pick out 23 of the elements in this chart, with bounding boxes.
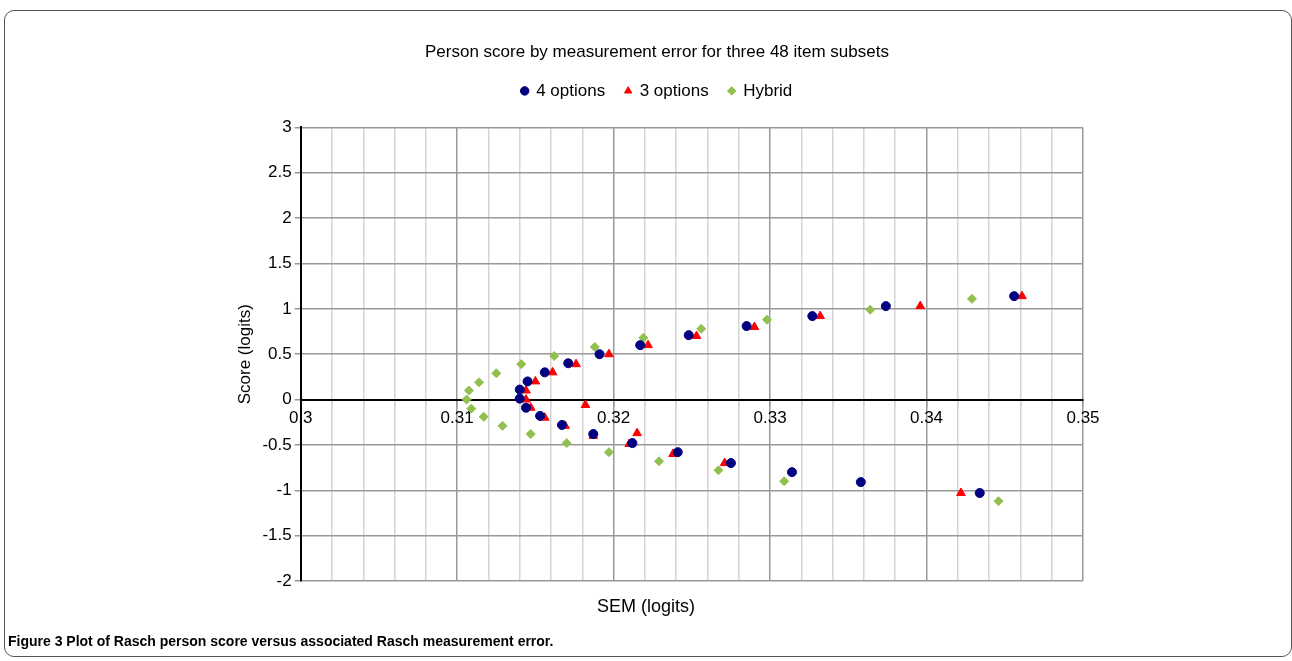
chart-title: Person score by measurement error for three 48 item subsets (425, 41, 889, 61)
y-tick-label: -1.5 (262, 525, 292, 545)
y-tick-label: 1 (282, 298, 292, 318)
y-tick-label: 3 (282, 117, 292, 137)
x-tick-label: 0.33 (753, 408, 787, 428)
x-tick-label: 0.34 (909, 408, 944, 428)
y-tick-label: 0.5 (268, 343, 292, 363)
y-tick-label: 0 (282, 389, 292, 409)
y-tick-label: 2.5 (268, 162, 292, 182)
legend-label: 4 options (536, 80, 606, 100)
x-axis-title: SEM (logits) (596, 596, 696, 617)
x-tick-label: 0.35 (1066, 408, 1100, 428)
legend-label: Hybrid (743, 80, 793, 100)
legend-label: 3 options (639, 80, 709, 100)
y-tick-label: 1.5 (268, 253, 292, 273)
caption: Figure 3 Plot of Rasch person score versus associated Rasch measurement error. (8, 633, 554, 649)
x-tick-label: 0.31 (440, 408, 474, 428)
y-tick-label: -0.5 (262, 434, 292, 454)
y-tick-label: 2 (282, 207, 292, 227)
y-axis-title: Score (logits) (234, 304, 254, 405)
y-tick-label: -1 (276, 479, 292, 499)
x-tick-label: 0.32 (597, 408, 631, 428)
y-tick-label: -2 (276, 570, 292, 590)
